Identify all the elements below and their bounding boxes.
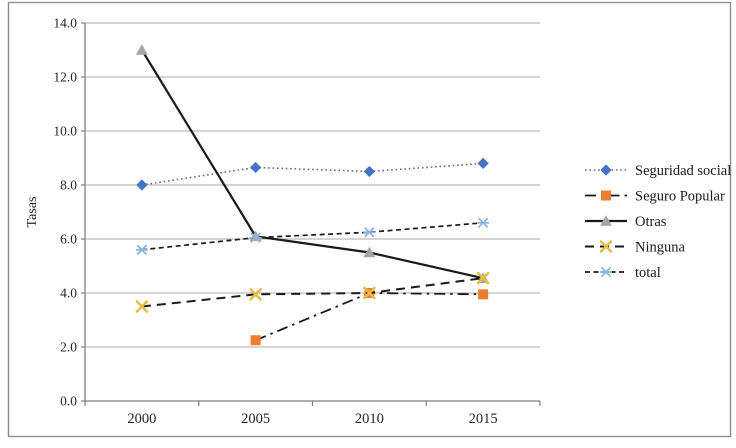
series-ninguna [135, 271, 490, 313]
y-tick-label: 8.0 [60, 178, 77, 193]
y-axis-title: Tasas [25, 197, 40, 228]
x-marker [599, 240, 613, 253]
legend-item-seguro-popular: Seguro Popular [585, 189, 725, 205]
series-total [135, 217, 490, 256]
tick-labels: 0.0 2.0 4.0 6.0 8.0 10.0 12.0 14.0 2000 2005 2010 2… [53, 16, 497, 428]
diamond-marker [600, 164, 612, 176]
legend-label: Ninguna [635, 240, 686, 256]
y-tick-label: 2.0 [60, 340, 77, 355]
triangle-marker [600, 215, 612, 226]
y-tick-label: 12.0 [53, 70, 77, 85]
series-seguro-popular [250, 288, 489, 346]
legend-label: Seguro Popular [635, 189, 725, 205]
legend-item-total: total [585, 265, 661, 281]
series-line [255, 292, 484, 342]
legend-item-seguridad-social: Seguridad social [585, 163, 731, 179]
star-marker [600, 266, 612, 278]
x-marker [363, 286, 376, 300]
series-otras [135, 44, 490, 283]
series-seguridad-social [136, 157, 489, 191]
gridlines [85, 22, 540, 348]
y-tick-label: 14.0 [53, 16, 77, 31]
square-marker [601, 190, 611, 201]
x-tick-label: 2000 [127, 411, 156, 427]
square-marker [478, 289, 489, 300]
diamond-marker [477, 157, 489, 169]
legend-item-ninguna: Ninguna [585, 240, 686, 256]
legend-label: total [635, 265, 661, 281]
x-marker [249, 288, 262, 301]
legend-label: Otras [635, 214, 667, 230]
series-line [141, 162, 484, 186]
diamond-marker [136, 179, 148, 191]
x-tick-label: 2015 [469, 411, 498, 427]
star-marker [477, 217, 490, 229]
chart-border [7, 1, 732, 438]
series-line [141, 221, 484, 251]
axes [81, 22, 541, 406]
legend-item-otras: Otras [585, 214, 667, 230]
series-line [141, 277, 484, 308]
triangle-marker [135, 44, 148, 55]
x-marker [476, 271, 490, 285]
x-marker [135, 300, 149, 313]
square-marker [250, 335, 261, 346]
legend: Seguridad social Seguro Popular Otras Ningu… [585, 163, 731, 281]
star-marker [135, 244, 148, 256]
y-tick-label: 4.0 [60, 286, 77, 301]
x-tick-label: 2005 [241, 411, 270, 427]
star-marker [249, 232, 262, 243]
series-lines [135, 44, 490, 346]
y-tick-label: 10.0 [53, 124, 77, 139]
series-line [140, 49, 484, 280]
x-tick-label: 2010 [355, 411, 384, 427]
legend-label: Seguridad social [635, 163, 731, 179]
diamond-marker [250, 161, 262, 174]
triangle-marker [363, 246, 376, 258]
diamond-marker [363, 165, 375, 178]
y-tick-label: 0.0 [60, 394, 77, 409]
y-tick-label: 6.0 [60, 232, 77, 247]
star-marker [363, 227, 376, 238]
